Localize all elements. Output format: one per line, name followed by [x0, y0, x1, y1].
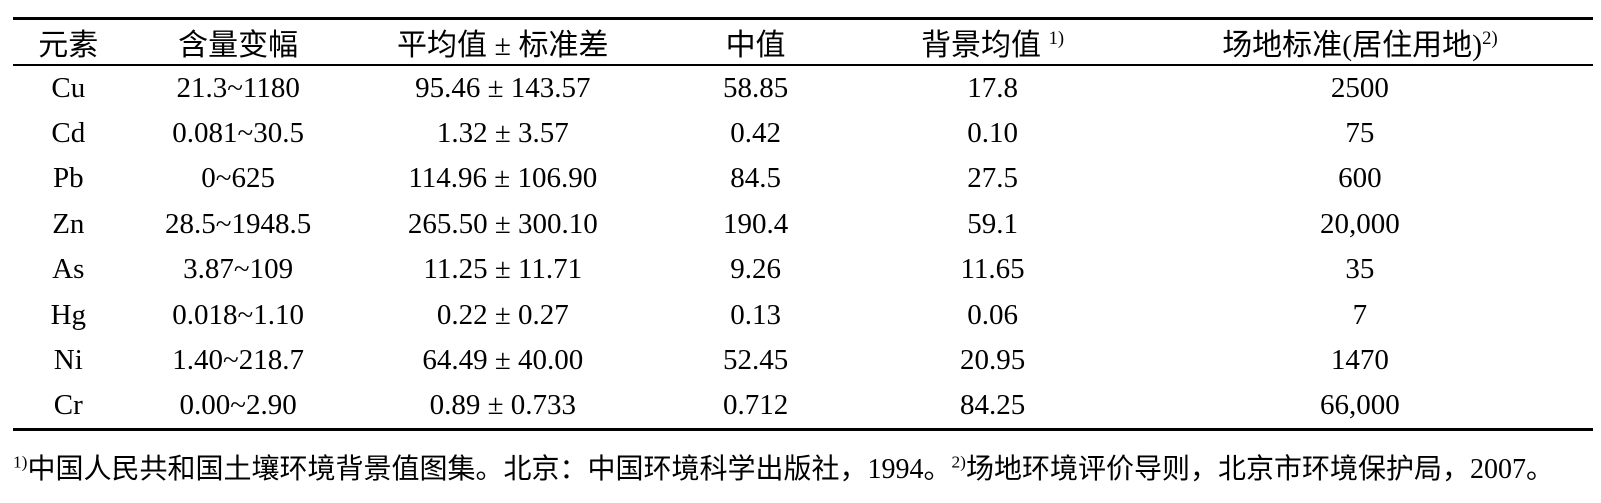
- table-cell: 1.40~218.7: [172, 344, 304, 377]
- table-cell: 35: [1345, 253, 1375, 286]
- table-cell: 0.018~1.10: [172, 298, 304, 331]
- column-header: 场地标准(居住用地)2): [1127, 19, 1593, 66]
- table-row: Zn 28.5~1948.5 265.50 ± 300.10 190.4 59.1 20,…: [13, 202, 1593, 248]
- column-header-label: 背景均值: [921, 29, 1049, 62]
- table-cell: 0.42: [730, 116, 781, 149]
- table-row: Hg 0.018~1.10 0.22 ± 0.27 0.13 0.06 7: [13, 293, 1593, 339]
- table-cell: 3.87~109: [183, 253, 294, 286]
- column-header: 含量变幅: [124, 19, 353, 66]
- column-header: 元素: [13, 19, 124, 66]
- column-header: 中值: [653, 19, 858, 66]
- table-cell: 20,000: [1320, 207, 1400, 240]
- table-cell: 1.32 ± 3.57: [436, 116, 569, 149]
- table-cell: 0.10: [967, 116, 1018, 149]
- table-cell: 27.5: [967, 162, 1018, 195]
- table-cell: 95.46 ± 143.57: [415, 71, 591, 104]
- table-row: Cu 21.3~1180 95.46 ± 143.57 58.85 17.8 2500: [13, 65, 1593, 111]
- table-cell: 1470: [1330, 344, 1389, 377]
- table-cell: As: [52, 253, 85, 286]
- column-header-label: 中值: [725, 29, 786, 62]
- table-cell: 114.96 ± 106.90: [408, 162, 598, 195]
- table-cell: Hg: [50, 298, 87, 331]
- footnote-marker-2: 2): [951, 452, 966, 472]
- table-cell: Ni: [53, 344, 83, 377]
- table-cell: 84.25: [959, 389, 1026, 421]
- table-cell: 0.13: [730, 298, 781, 331]
- table-cell: 17.8: [967, 71, 1018, 104]
- column-header-label: 元素: [38, 29, 99, 62]
- table-footnote: 1)中国人民共和国土壤环境背景值图集。北京：中国环境科学出版社，1994。2)场…: [13, 453, 1601, 487]
- table-cell: 58.85: [722, 71, 789, 104]
- column-header-footnote-marker: 1): [1048, 28, 1065, 49]
- table-cell: 21.3~1180: [176, 71, 300, 104]
- table-cell: 84.5: [730, 162, 781, 195]
- footnote-reference-2: 场地环境评价导则，北京市环境保护局，2007。: [965, 453, 1554, 485]
- table-row: Ni 1.40~218.7 64.49 ± 40.00 52.45 20.95 1470: [13, 338, 1593, 384]
- column-header-footnote-marker: 2): [1482, 28, 1498, 49]
- table-cell: 75: [1345, 116, 1375, 149]
- table-cell: 265.50 ± 300.10: [407, 207, 598, 240]
- table-cell: 0.22 ± 0.27: [436, 298, 569, 331]
- table-cell: 59.1: [967, 207, 1018, 240]
- table-cell: 64.49 ± 40.00: [422, 344, 584, 377]
- column-header: 背景均值 1): [858, 19, 1127, 66]
- table-cell: Pb: [52, 162, 84, 195]
- table-header-row: 元素 含量变幅 平均值 ± 标准差 中值 背景均值 1) 场地标准(居住用地)2): [13, 19, 1593, 66]
- table-cell: Cd: [51, 116, 86, 149]
- table-cell: 7: [1352, 298, 1368, 331]
- table-cell: 11.65: [960, 253, 1025, 286]
- table-cell: 0.89 ± 0.733: [429, 389, 576, 421]
- table-cell: 190.4: [722, 207, 789, 240]
- table-row: As 3.87~109 11.25 ± 11.71 9.26 11.65 35: [13, 247, 1593, 293]
- table-cell: 0.00~2.90: [179, 389, 297, 421]
- table-cell: 28.5~1948.5: [165, 207, 312, 240]
- table-cell: 0~625: [201, 162, 275, 195]
- table-cell: 0.081~30.5: [172, 116, 304, 149]
- column-header-label: 场地标准(居住用地): [1222, 29, 1483, 62]
- table-cell: 2500: [1330, 71, 1389, 104]
- column-header: 平均值 ± 标准差: [353, 19, 653, 66]
- footnote-marker-1: 1): [13, 452, 28, 472]
- table-cell: 66,000: [1320, 389, 1400, 421]
- table-cell: 0.712: [722, 389, 789, 421]
- table-row: Pb 0~625 114.96 ± 106.90 84.5 27.5 600: [13, 156, 1593, 202]
- table-cell: Zn: [52, 207, 85, 240]
- column-header-label: 平均值 ± 标准差: [397, 29, 609, 62]
- table-cell: 600: [1338, 162, 1382, 195]
- column-header-label: 含量变幅: [178, 29, 299, 62]
- table-cell: 9.26: [730, 253, 781, 286]
- element-statistics-table: 元素 含量变幅 平均值 ± 标准差 中值 背景均值 1) 场地标准(居住用地)2) Cu 2…: [13, 17, 1593, 431]
- table-body: Cu 21.3~1180 95.46 ± 143.57 58.85 17.8 2500 Cd…: [13, 65, 1593, 429]
- table-cell: Cu: [51, 71, 86, 104]
- table-cell: 0.06: [967, 298, 1018, 331]
- table-cell: 52.45: [722, 344, 789, 377]
- table-cell: 20.95: [959, 344, 1026, 377]
- footnote-reference-1: 中国人民共和国土壤环境背景值图集。北京：中国环境科学出版社，1994。: [27, 453, 952, 485]
- table-row: Cd 0.081~30.5 1.32 ± 3.57 0.42 0.10 75: [13, 111, 1593, 157]
- table-cell: 11.25 ± 11.71: [423, 253, 583, 286]
- table-cell: Cr: [53, 389, 83, 421]
- table-row: Cr 0.00~2.90 0.89 ± 0.733 0.712 84.25 66,000: [13, 384, 1593, 430]
